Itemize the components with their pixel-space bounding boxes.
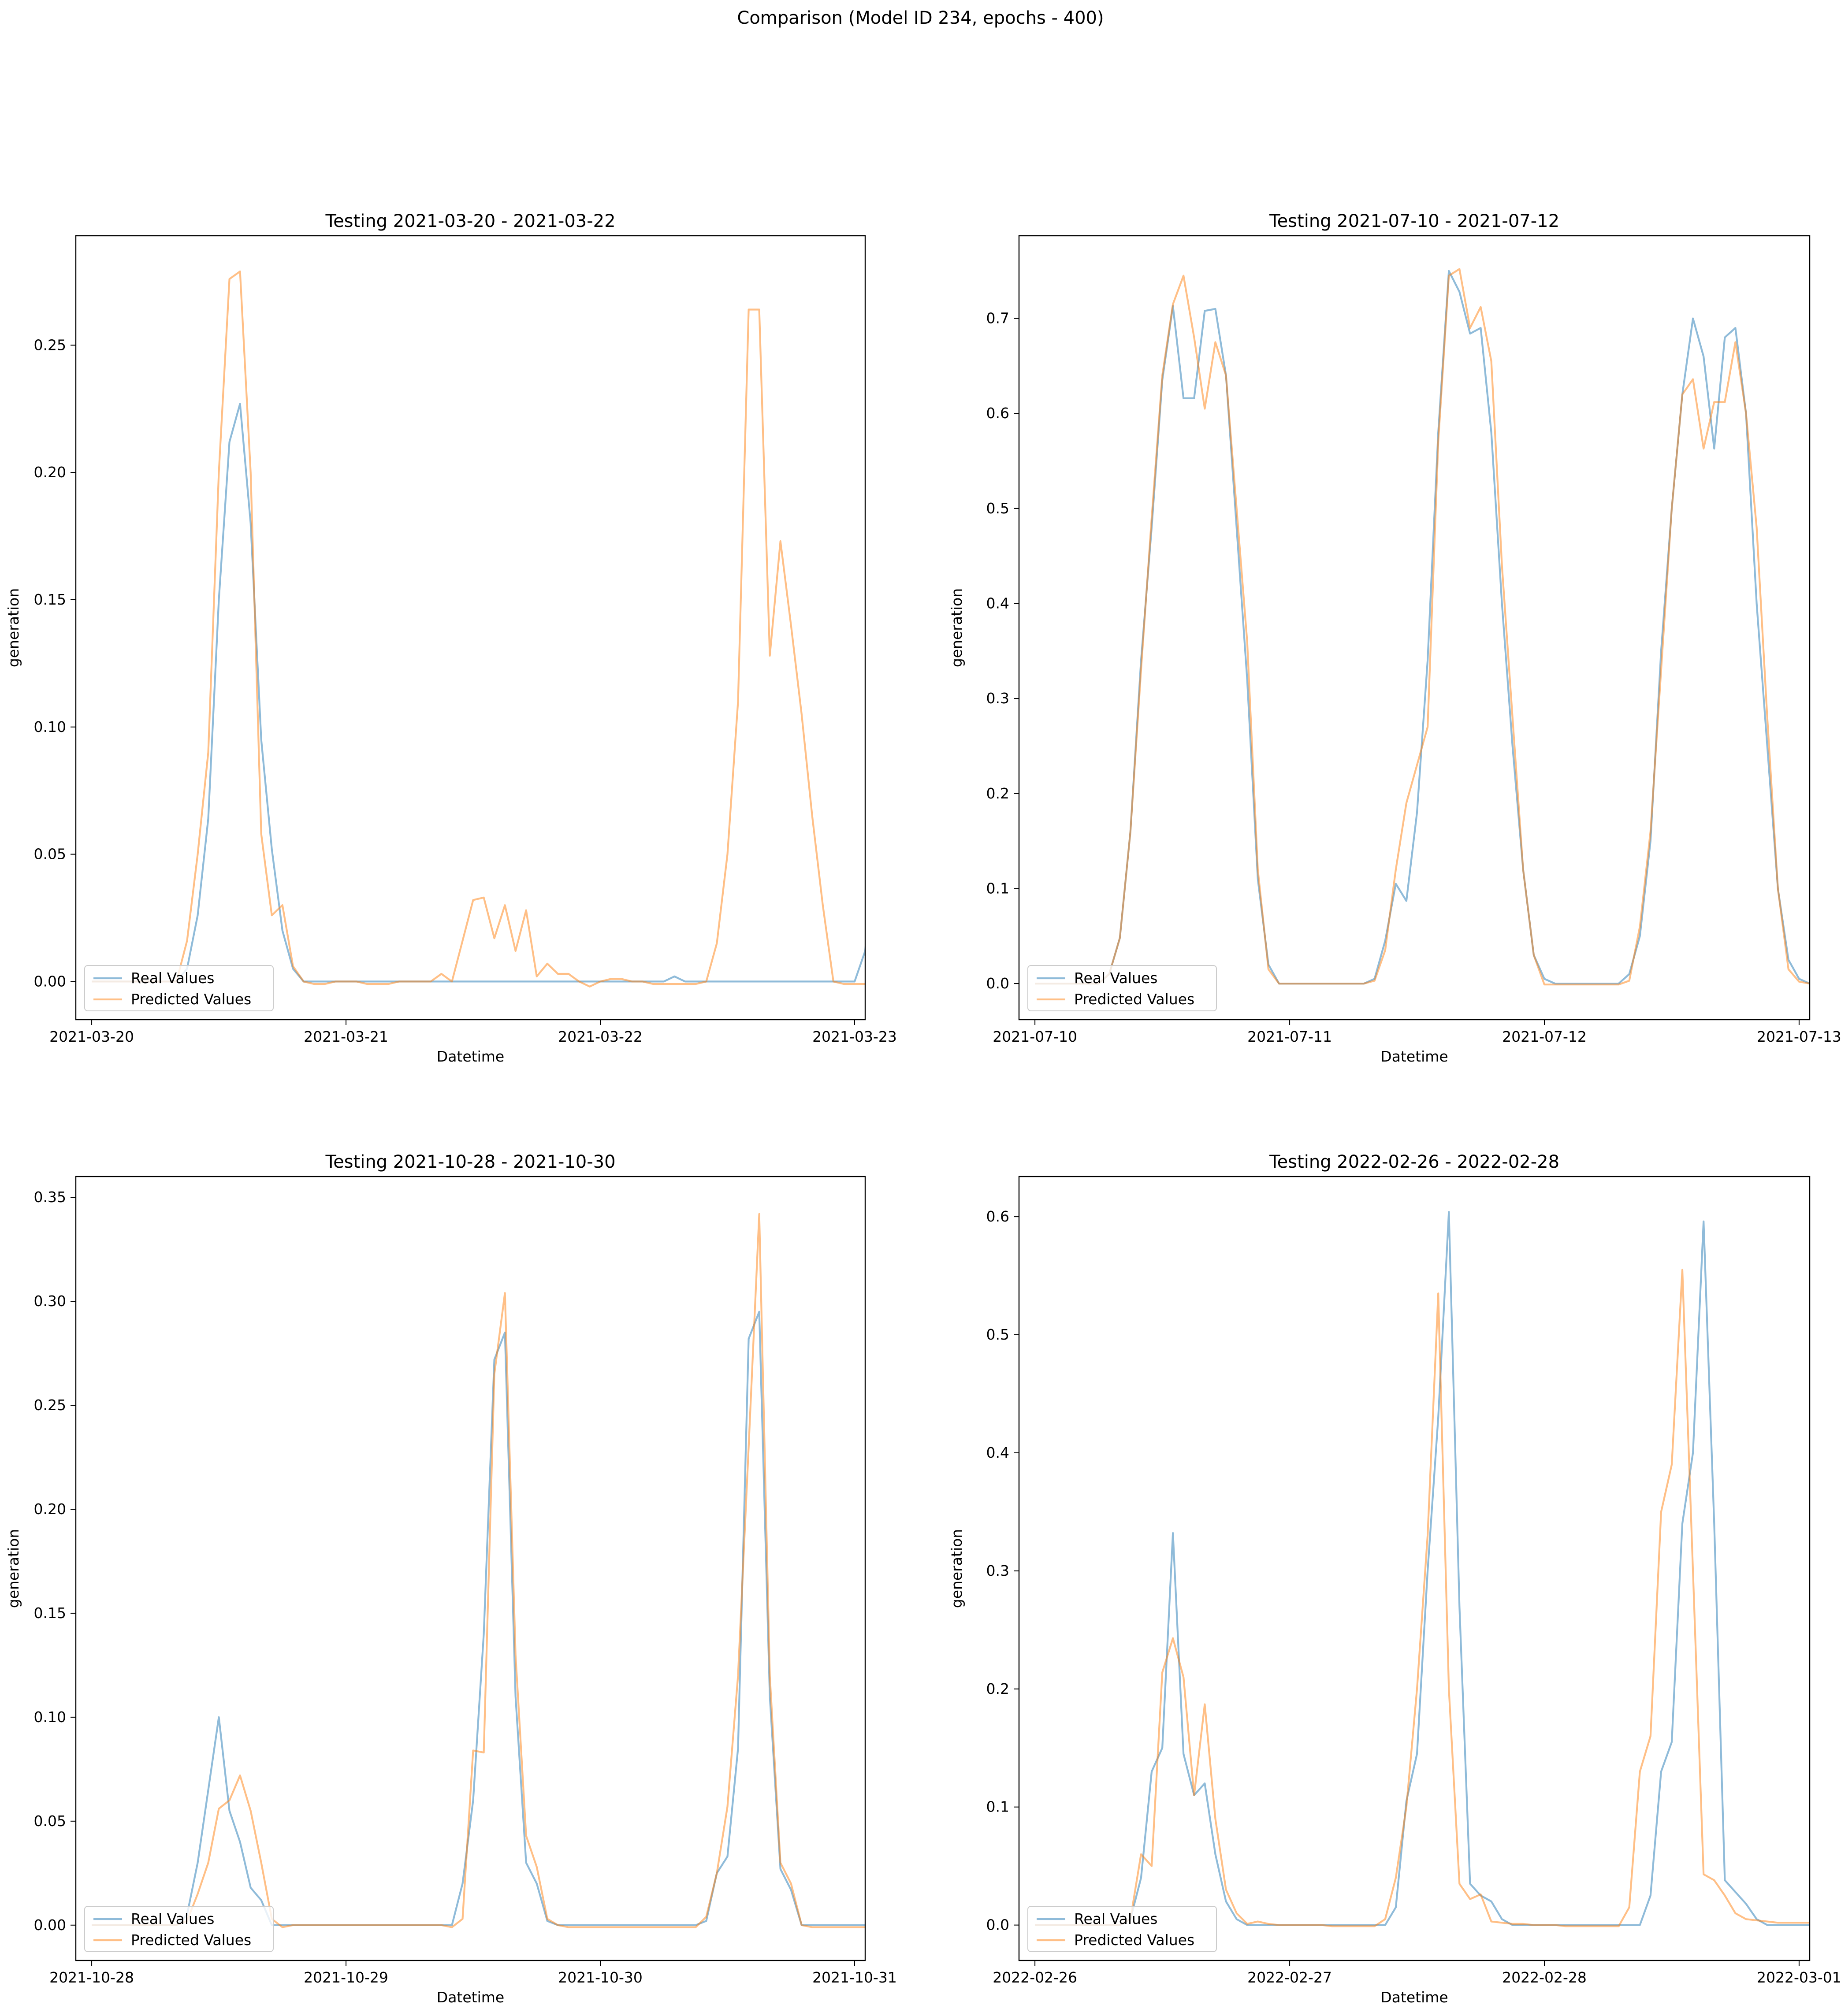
plot-frame [75,235,866,1021]
legend-entry-real-values: Real Values [131,1910,214,1927]
y-tick-label: 0.00 [34,973,66,990]
legend-box [1027,965,1217,1011]
legend-entry-predicted-values: Predicted Values [1074,991,1194,1008]
y-tick-label: 0.20 [34,464,66,481]
legend-entry-real-values: Real Values [1074,1910,1157,1927]
x-tick-label: 2021-07-13 [1757,1028,1841,1045]
y-tick-label: 0.25 [34,1396,66,1414]
y-tick-label: 0.5 [986,1326,1009,1343]
series-line-real-values [92,403,865,983]
plot-frame [1018,1176,1811,1961]
legend-entry-predicted-values: Predicted Values [1074,1931,1194,1949]
y-tick-label: 0.1 [986,880,1009,897]
y-tick-label: 0.05 [34,846,66,863]
chart-title: Testing 2022-02-26 - 2022-02-28 [1269,1152,1559,1172]
chart-panel-1: Testing 2021-03-20 - 2021-03-22 2021-03-2… [5,211,897,1065]
y-tick-label: 0.4 [986,595,1009,612]
chart-title: Testing 2021-10-28 - 2021-10-30 [325,1152,615,1172]
legend-entry-predicted-values: Predicted Values [131,1931,251,1949]
y-tick-label: 0.25 [34,336,66,353]
legend-box [1027,1906,1217,1952]
legend: Real Values Predicted Values [1027,1906,1217,1952]
x-axis-label: Datetime [437,1048,504,1065]
x-tick-label: 2021-10-28 [49,1969,134,1986]
y-tick-label: 0.7 [986,310,1009,327]
y-tick-label: 0.2 [986,1680,1009,1697]
legend-box [84,1906,274,1952]
x-tick-label: 2021-03-23 [812,1028,897,1045]
y-tick-label: 0.5 [986,500,1009,517]
legend: Real Values Predicted Values [84,1906,274,1952]
legend-box [84,965,274,1011]
x-axis-label: Datetime [1380,1989,1448,2006]
series-line-predicted-values [92,270,865,988]
x-tick-label: 2021-03-20 [49,1028,134,1045]
plot-frame [75,1176,866,1961]
x-tick-label: 2021-10-30 [558,1969,643,1986]
figure-suptitle: Comparison (Model ID 234, epochs - 400) [737,8,1104,28]
y-axis-label: generation [948,588,965,667]
y-tick-label: 0.00 [34,1916,66,1934]
legend: Real Values Predicted Values [84,965,274,1011]
x-tick-label: 2022-02-28 [1502,1969,1587,1986]
y-axis-label: generation [5,1529,22,1608]
y-tick-label: 0.4 [986,1444,1009,1461]
x-tick-label: 2022-02-27 [1247,1969,1332,1986]
series-line-predicted-values [92,1213,865,1928]
x-tick-label: 2022-02-26 [993,1969,1077,1986]
x-tick-label: 2021-10-31 [812,1969,897,1986]
legend-entry-predicted-values: Predicted Values [131,991,251,1008]
series-line-predicted-values [1035,1269,1810,1927]
chart-panel-3: Testing 2021-10-28 - 2021-10-30 2021-10-2… [5,1152,897,2006]
y-tick-label: 0.6 [986,1208,1009,1225]
chart-panel-4: Testing 2022-02-26 - 2022-02-28 2022-02-2… [948,1152,1841,2006]
y-tick-label: 0.10 [34,718,66,735]
x-tick-label: 2021-07-10 [993,1028,1077,1045]
x-axis-label: Datetime [1380,1048,1448,1065]
chart-title: Testing 2021-03-20 - 2021-03-22 [325,211,615,231]
y-tick-label: 0.1 [986,1798,1009,1816]
chart-title: Testing 2021-07-10 - 2021-07-12 [1269,211,1559,231]
series-line-real-values [1035,270,1810,985]
y-tick-label: 0.05 [34,1812,66,1830]
legend-entry-real-values: Real Values [131,969,214,987]
x-tick-label: 2021-10-29 [304,1969,388,1986]
y-axis-label: generation [948,1529,965,1608]
x-tick-label: 2022-03-01 [1757,1969,1841,1986]
y-tick-label: 0.35 [34,1188,66,1206]
chart-panel-2: Testing 2021-07-10 - 2021-07-12 2021-07-1… [948,211,1841,1065]
legend: Real Values Predicted Values [1027,965,1217,1011]
y-tick-label: 0.15 [34,1604,66,1622]
y-axis-label: generation [5,588,22,667]
y-tick-label: 0.30 [34,1292,66,1310]
y-tick-label: 0.3 [986,690,1009,707]
y-tick-label: 0.2 [986,785,1009,802]
y-tick-label: 0.0 [986,1916,1009,1934]
y-tick-label: 0.10 [34,1708,66,1726]
y-tick-label: 0.3 [986,1562,1009,1579]
x-tick-label: 2021-03-21 [304,1028,388,1045]
y-tick-label: 0.15 [34,591,66,608]
y-tick-label: 0.0 [986,975,1009,992]
x-tick-label: 2021-03-22 [558,1028,643,1045]
x-tick-label: 2021-07-11 [1247,1028,1332,1045]
y-tick-label: 0.20 [34,1500,66,1518]
series-line-real-values [92,1311,865,1926]
legend-entry-real-values: Real Values [1074,969,1157,987]
x-tick-label: 2021-07-12 [1502,1028,1587,1045]
y-tick-label: 0.6 [986,405,1009,422]
x-axis-label: Datetime [437,1989,504,2006]
plot-frame [1018,235,1811,1021]
series-line-predicted-values [1035,268,1810,986]
